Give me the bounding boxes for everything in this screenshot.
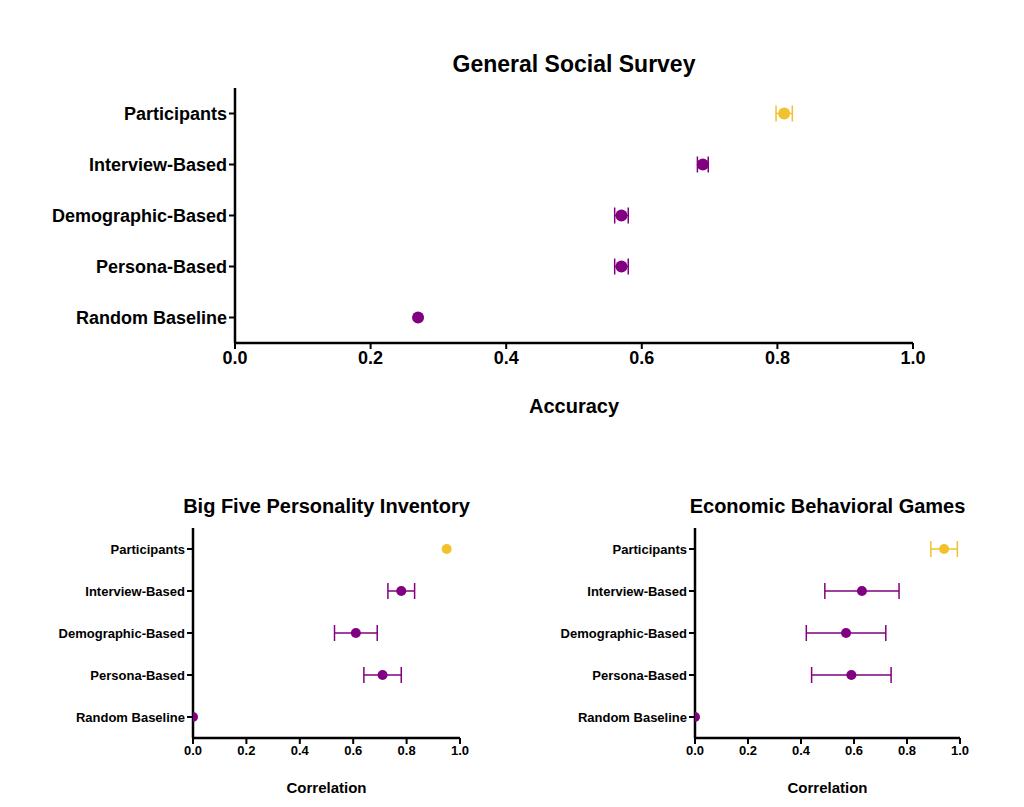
html-text:Big Five Personality Inventory: Big Five Personality Inventory [183, 495, 470, 517]
svg-text:0.0: 0.0 [184, 743, 202, 758]
svg-text:0.8: 0.8 [898, 743, 916, 758]
svg-text:0.6: 0.6 [629, 348, 654, 368]
svg-text:0.8: 0.8 [398, 743, 416, 758]
svg-text:0.0: 0.0 [686, 743, 704, 758]
svg-text:Interview-Based: Interview-Based [85, 584, 185, 599]
svg-text:Persona-Based: Persona-Based [90, 668, 185, 683]
svg-text:Participants: Participants [613, 542, 687, 557]
svg-text:Demographic-Based: Demographic-Based [52, 206, 227, 226]
svg-text:Correlation: Correlation [286, 779, 366, 796]
svg-text:Random Baseline: Random Baseline [578, 710, 687, 725]
svg-text:0.8: 0.8 [765, 348, 790, 368]
svg-text:0.6: 0.6 [344, 743, 362, 758]
svg-text:Interview-Based: Interview-Based [89, 155, 227, 175]
svg-text:Participants: Participants [111, 542, 185, 557]
svg-text:Demographic-Based: Demographic-Based [561, 626, 687, 641]
svg-text:Random Baseline: Random Baseline [76, 308, 227, 328]
svg-text:0.4: 0.4 [792, 743, 811, 758]
svg-text:Random Baseline: Random Baseline [76, 710, 185, 725]
svg-text:Correlation: Correlation [787, 779, 867, 796]
svg-text:0.6: 0.6 [845, 743, 863, 758]
svg-text:0.2: 0.2 [237, 743, 255, 758]
svg-text:0.2: 0.2 [358, 348, 383, 368]
svg-text:Demographic-Based: Demographic-Based [59, 626, 185, 641]
html-text:General Social Survey: General Social Survey [452, 51, 696, 77]
svg-text:Persona-Based: Persona-Based [96, 257, 227, 277]
svg-text:1.0: 1.0 [951, 743, 969, 758]
svg-text:Persona-Based: Persona-Based [592, 668, 687, 683]
html-text:Economic Behavioral Games: Economic Behavioral Games [689, 495, 966, 517]
svg-text:Participants: Participants [124, 104, 227, 124]
svg-text:0.4: 0.4 [291, 743, 310, 758]
svg-text:1.0: 1.0 [900, 348, 925, 368]
svg-text:Interview-Based: Interview-Based [587, 584, 687, 599]
svg-text:Accuracy: Accuracy [529, 395, 620, 417]
svg-text:1.0: 1.0 [451, 743, 469, 758]
svg-text:0.2: 0.2 [739, 743, 757, 758]
svg-text:0.4: 0.4 [494, 348, 519, 368]
svg-text:0.0: 0.0 [222, 348, 247, 368]
